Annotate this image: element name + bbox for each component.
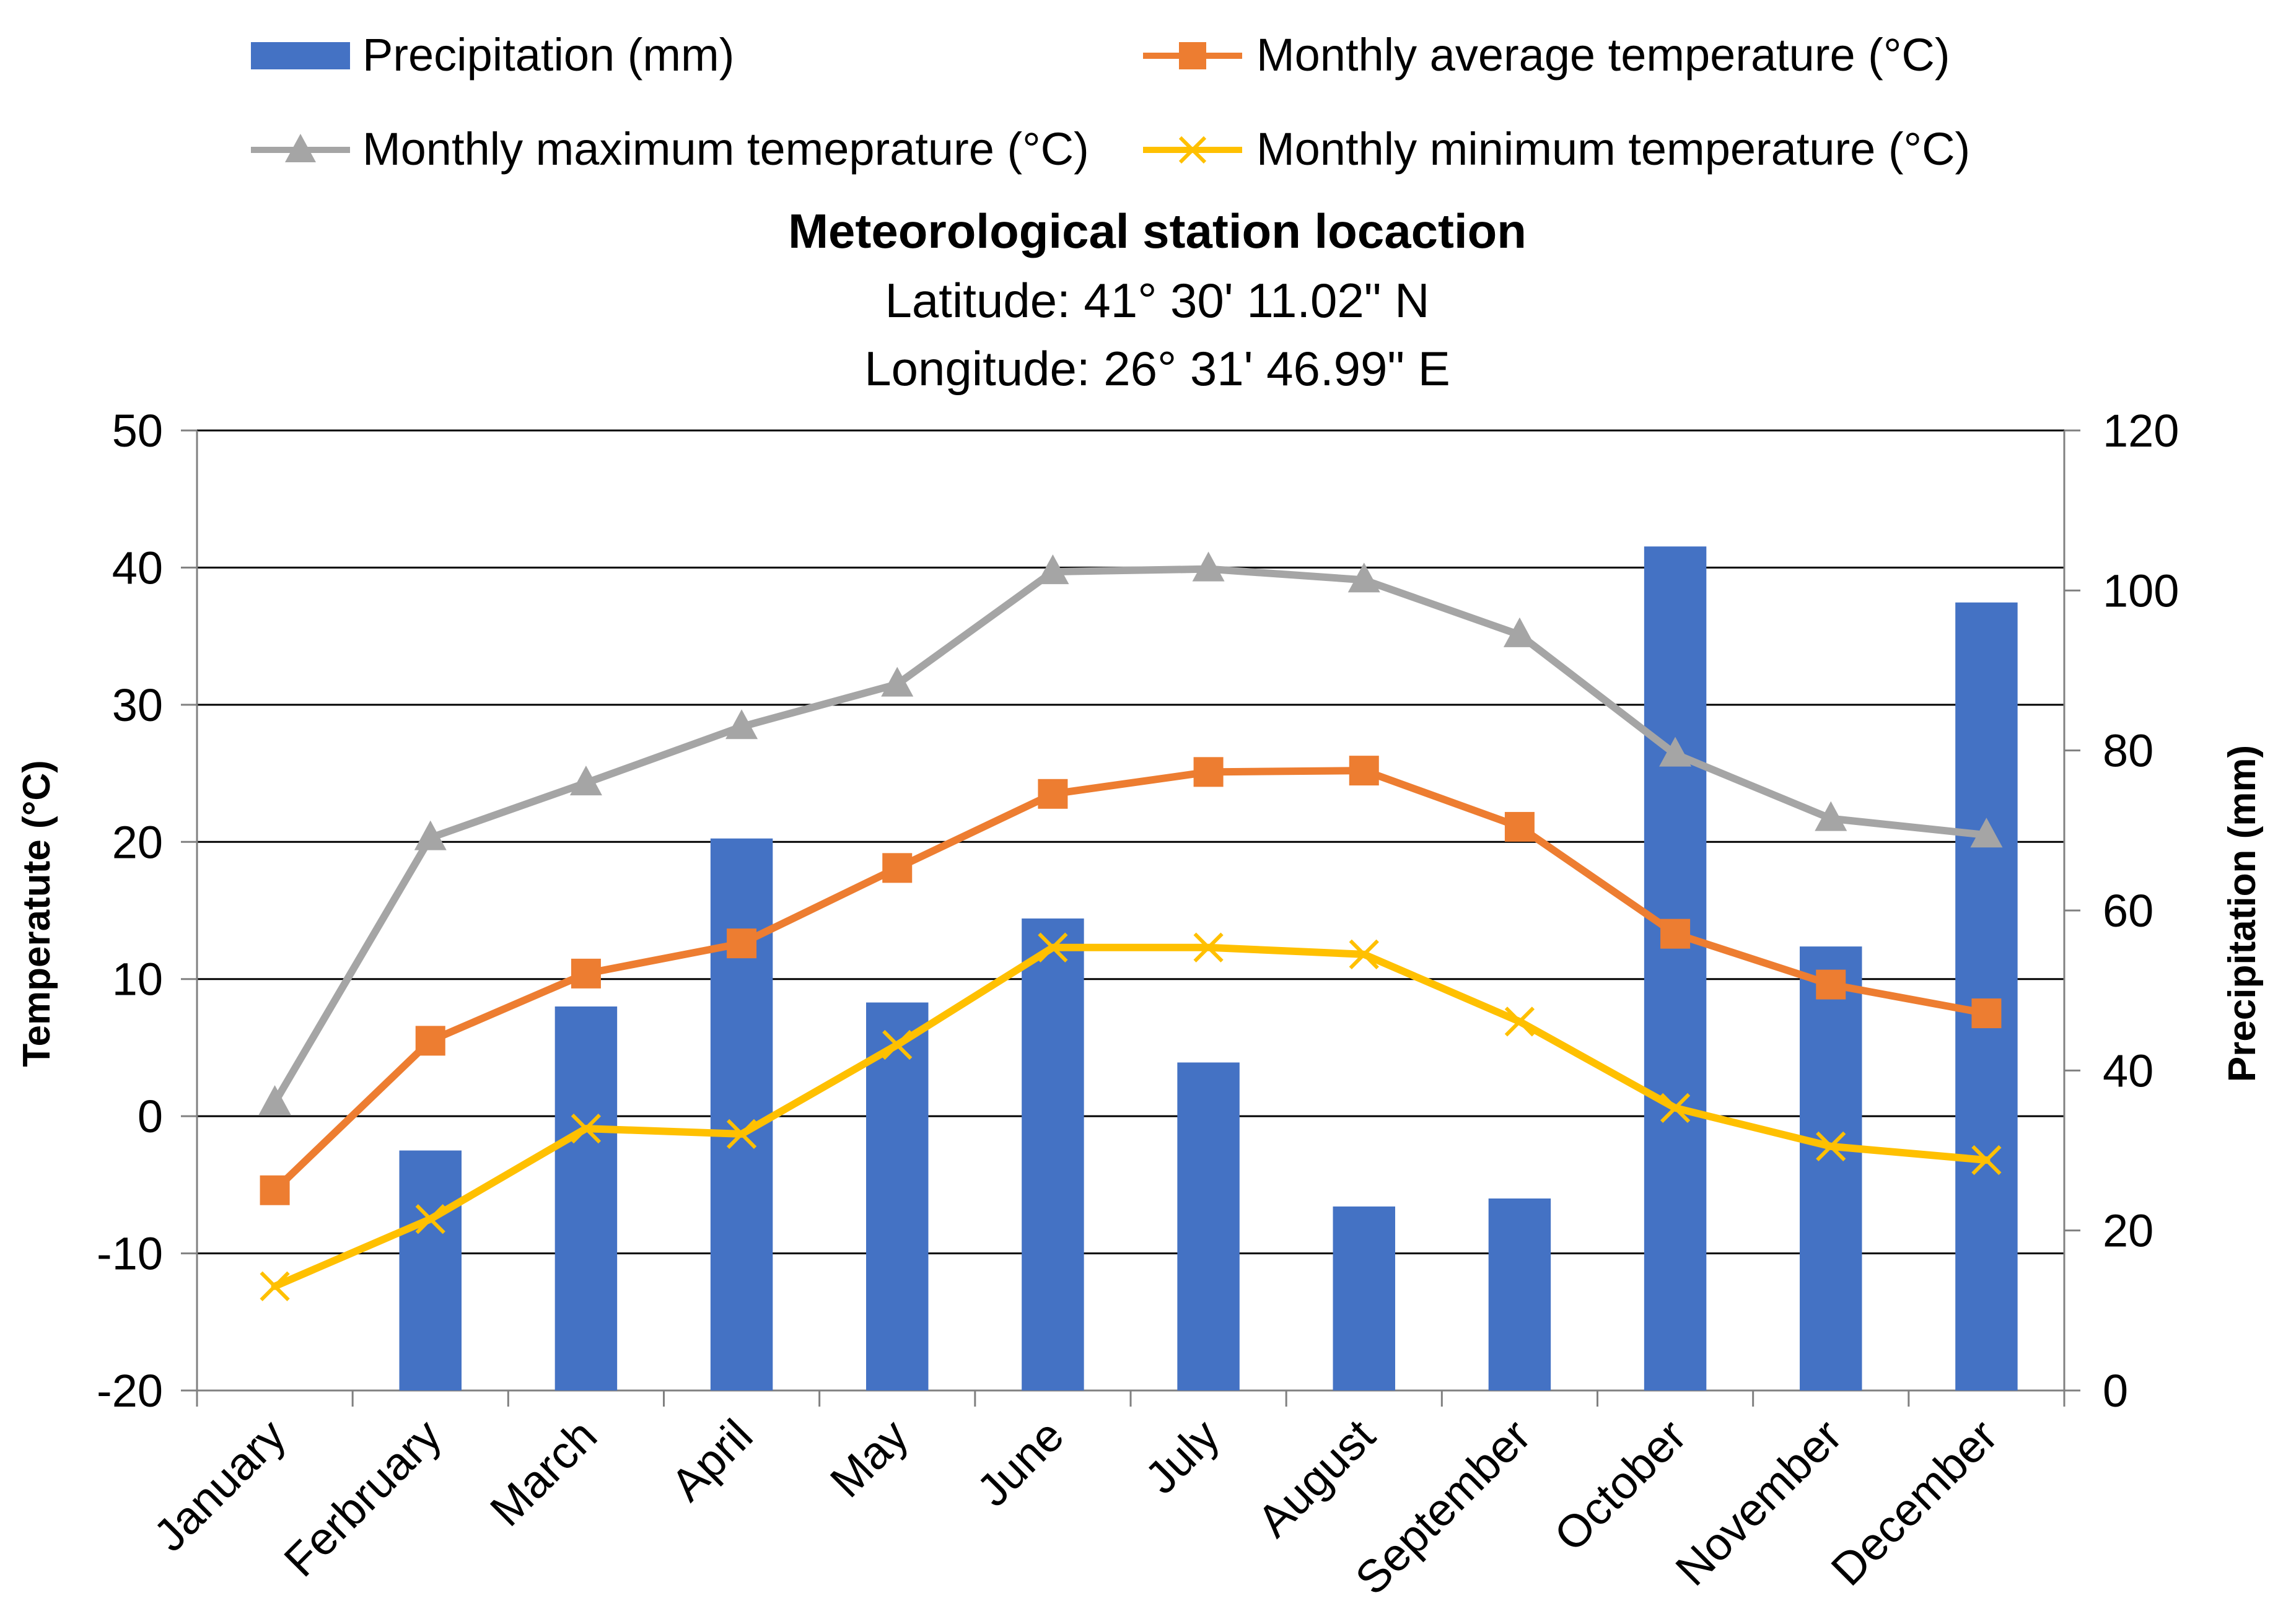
bar-precipitation: [1333, 1206, 1395, 1390]
bar-precipitation: [399, 1150, 462, 1390]
legend-marker-x-icon: [1178, 136, 1207, 164]
y-axis-left-title: Temperatute (°C): [15, 760, 58, 1067]
y-axis-right-tick-label: 120: [2103, 405, 2179, 456]
marker-square: [260, 1175, 290, 1205]
marker-square: [1193, 757, 1224, 787]
y-axis-left-tick-label: 50: [112, 405, 163, 456]
series-line-x: [271, 943, 1991, 1290]
y-axis-right-tick-label: 20: [2103, 1205, 2153, 1257]
marker-square: [415, 1026, 445, 1056]
marker-triangle: [725, 709, 758, 740]
legend-marker-triangle-icon: [285, 134, 316, 162]
marker-square: [1660, 919, 1691, 949]
marker-square: [1816, 969, 1846, 1000]
marker-triangle: [1347, 562, 1380, 593]
marker-x: [1816, 1131, 1846, 1161]
marker-x: [882, 1029, 913, 1060]
series-line-square: [271, 767, 1991, 1194]
marker-triangle: [1036, 554, 1069, 585]
bar-precipitation: [1955, 602, 2018, 1391]
legend-item-average-temperature: Monthly average temperature (°C): [1143, 29, 1950, 81]
marker-x: [1504, 1006, 1535, 1037]
legend-swatch-precipitation: [251, 42, 350, 69]
y-axis-left-tick-label: 0: [138, 1091, 163, 1142]
legend-item-minimum-temperature: Monthly minimum temperature (°C): [1143, 123, 1970, 175]
legend: Precipitation (mm) Monthly average tempe…: [251, 29, 1970, 175]
legend-marker-square-icon: [1179, 42, 1206, 69]
marker-x: [415, 1204, 445, 1234]
marker-triangle: [258, 1085, 291, 1115]
legend-label-maximum: Monthly maximum temeprature (°C): [362, 123, 1089, 175]
marker-x: [1660, 1093, 1691, 1123]
y-axis-left-tick-label: 10: [112, 954, 163, 1005]
bar-precipitation: [1177, 1062, 1240, 1390]
marker-triangle: [414, 820, 447, 850]
bar-precipitation: [554, 1006, 618, 1390]
y-axis-right-title: Precipitation (mm): [2221, 745, 2264, 1082]
marker-triangle: [1503, 617, 1536, 647]
chart-subtitle-longitude: Longitude: 26° 31' 46.99" E: [864, 341, 1450, 396]
marker-square: [1038, 779, 1068, 809]
y-axis-left-tick-label: 30: [112, 679, 163, 731]
y-axis-right-tick-label: 80: [2103, 725, 2153, 777]
bar-precipitation: [710, 838, 773, 1390]
marker-triangle: [1192, 551, 1225, 582]
marker-x: [1193, 932, 1224, 963]
marker-x: [260, 1271, 290, 1301]
y-axis-right-tick-label: 60: [2103, 885, 2153, 936]
y-axis-left-tick-label: 20: [112, 816, 163, 868]
legend-label-precipitation: Precipitation (mm): [362, 29, 734, 81]
marker-square: [882, 853, 913, 883]
legend-item-precipitation: Precipitation (mm): [251, 29, 734, 81]
marker-x: [1038, 932, 1068, 963]
marker-x: [571, 1113, 602, 1144]
legend-label-minimum: Monthly minimum temperature (°C): [1256, 123, 1970, 175]
marker-x: [726, 1119, 757, 1150]
marker-triangle: [881, 666, 914, 697]
bar-precipitation: [1022, 918, 1084, 1390]
marker-square: [1349, 756, 1379, 786]
bar-precipitation: [866, 1002, 929, 1390]
marker-triangle: [569, 766, 602, 796]
y-axis-left-tick-label: 40: [112, 542, 163, 593]
marker-square: [1971, 998, 2002, 1029]
marker-square: [1504, 811, 1535, 842]
chart-subtitle-latitude: Latitude: 41° 30' 11.02" N: [885, 273, 1430, 328]
marker-x: [1971, 1145, 2002, 1176]
legend-item-maximum-temperature: Monthly maximum temeprature (°C): [251, 123, 1089, 175]
marker-triangle: [1659, 736, 1692, 767]
y-axis-left-tick-label: -20: [97, 1365, 163, 1417]
bar-precipitation: [1644, 546, 1707, 1390]
marker-square: [571, 958, 601, 989]
chart-title: Meteorological station locaction: [788, 204, 1527, 258]
marker-x: [1349, 939, 1379, 969]
y-axis-right-tick-label: 100: [2103, 565, 2179, 616]
marker-triangle: [1815, 801, 1847, 831]
series-line-triangle: [271, 565, 1991, 1106]
legend-label-average: Monthly average temperature (°C): [1256, 29, 1950, 81]
y-axis-left-tick-label: -10: [97, 1228, 163, 1280]
y-axis-right-tick-label: 0: [2103, 1365, 2128, 1417]
bar-precipitation: [1800, 946, 1862, 1390]
marker-square: [727, 928, 757, 959]
bar-precipitation: [1488, 1198, 1551, 1390]
y-axis-right-tick-label: 40: [2103, 1045, 2153, 1096]
marker-triangle: [1970, 818, 2003, 848]
